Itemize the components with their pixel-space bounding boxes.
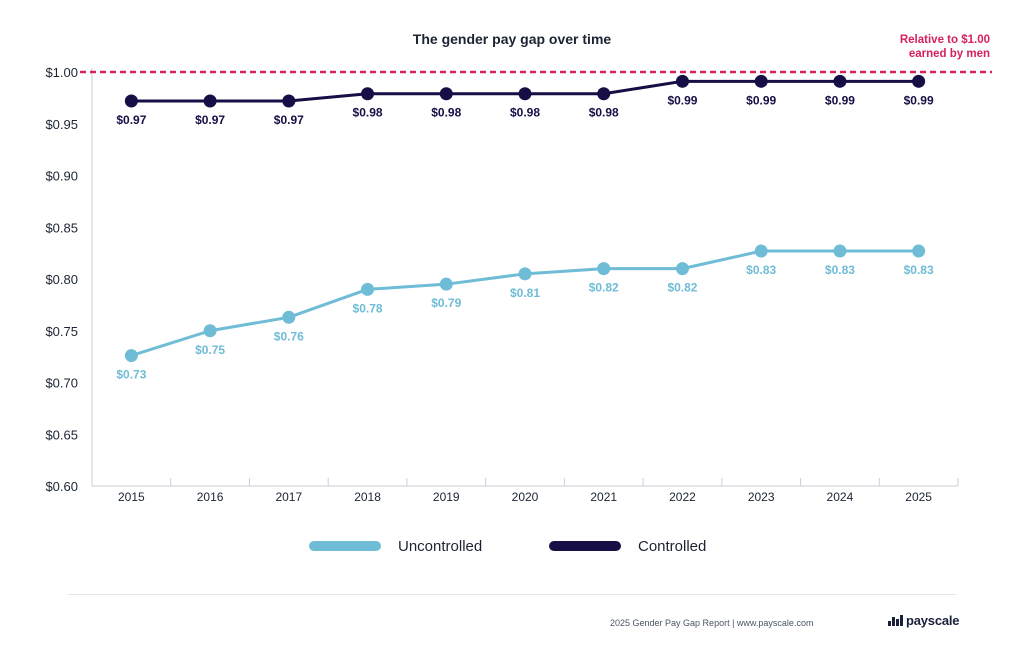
data-label: $0.97 <box>116 113 146 127</box>
data-label: $0.97 <box>274 113 304 127</box>
data-label: $0.83 <box>904 263 934 277</box>
data-point <box>912 74 926 88</box>
data-point <box>361 87 375 101</box>
data-point <box>597 87 611 101</box>
data-label: $0.82 <box>667 281 697 295</box>
data-point <box>597 262 611 276</box>
data-label: $0.83 <box>825 263 855 277</box>
x-tick-label: 2018 <box>354 490 381 504</box>
x-tick-label: 2022 <box>669 490 696 504</box>
x-tick-label: 2015 <box>118 490 145 504</box>
data-label: $0.73 <box>116 368 146 382</box>
footer-source[interactable]: 2025 Gender Pay Gap Report | www.payscal… <box>610 618 814 628</box>
chart-title: The gender pay gap over time <box>413 31 612 47</box>
brand-name: payscale <box>906 613 960 628</box>
y-tick-label: $0.90 <box>45 169 78 184</box>
data-label: $0.98 <box>510 106 540 120</box>
data-label: $0.98 <box>589 106 619 120</box>
data-point <box>282 94 296 108</box>
data-point <box>833 244 847 258</box>
data-label: $0.83 <box>746 263 776 277</box>
data-label: $0.82 <box>589 281 619 295</box>
legend-label: Uncontrolled <box>398 538 482 555</box>
data-point <box>439 277 453 291</box>
x-tick-label: 2019 <box>433 490 460 504</box>
y-tick-label: $0.75 <box>45 324 78 339</box>
data-label: $0.98 <box>431 106 461 120</box>
y-tick-label: $0.65 <box>45 427 78 442</box>
data-label: $0.99 <box>667 93 697 107</box>
data-label: $0.97 <box>195 113 225 127</box>
series-line <box>130 249 919 358</box>
axes-group: 2015 2016 2017 2018 2019 2020 2021 2022 2023 2024… <box>45 65 959 504</box>
y-tick-label: $0.70 <box>45 376 78 391</box>
data-point <box>282 310 296 324</box>
x-tick-label: 2016 <box>197 490 224 504</box>
series-group: $0.73 $0.75 $0.76 $0.78 $0.79 $0.81 $0.82 $0.82… <box>116 74 934 382</box>
data-point <box>754 74 768 88</box>
data-point <box>754 244 768 258</box>
payscale-logo-icon <box>888 615 903 626</box>
data-point <box>675 74 689 88</box>
x-tick-label: 2023 <box>748 490 775 504</box>
reference-label-line2: earned by men <box>909 48 990 60</box>
x-tick-label: 2020 <box>512 490 539 504</box>
data-point <box>912 244 926 258</box>
data-point <box>361 282 375 296</box>
data-point <box>203 94 217 108</box>
x-tick-label: 2021 <box>590 490 617 504</box>
data-point <box>833 74 847 88</box>
reference-label-line1: Relative to $1.00 <box>900 34 990 46</box>
y-tick-label: $0.95 <box>45 117 78 132</box>
legend-label: Controlled <box>638 538 706 555</box>
data-label: $0.81 <box>510 286 540 300</box>
data-point <box>124 94 138 108</box>
data-point <box>203 324 217 338</box>
y-tick-label: $1.00 <box>45 65 78 80</box>
data-label: $0.99 <box>904 93 934 107</box>
series-controlled: $0.97 $0.97 $0.97 $0.98 $0.98 $0.98 $0.98 $0.99… <box>116 74 934 127</box>
data-point <box>518 267 532 281</box>
data-label: $0.99 <box>825 93 855 107</box>
data-label: $0.75 <box>195 343 225 357</box>
data-point <box>518 87 532 101</box>
x-tick-label: 2025 <box>905 490 932 504</box>
series-uncontrolled: $0.73 $0.75 $0.76 $0.78 $0.79 $0.81 $0.82 $0.82… <box>116 244 934 382</box>
data-point <box>675 262 689 276</box>
y-tick-label: $0.60 <box>45 479 78 494</box>
line-chart: The gender pay gap over time Relative to… <box>45 31 992 555</box>
data-label: $0.79 <box>431 296 461 310</box>
y-tick-label: $0.80 <box>45 272 78 287</box>
x-tick-label: 2024 <box>827 490 854 504</box>
footer-divider <box>68 594 956 595</box>
data-label: $0.98 <box>353 106 383 120</box>
data-label: $0.78 <box>353 301 383 315</box>
data-label: $0.76 <box>274 329 304 343</box>
data-point <box>439 87 453 101</box>
data-label: $0.99 <box>746 93 776 107</box>
x-tick-label: 2017 <box>275 490 302 504</box>
data-point <box>124 349 138 363</box>
brand-logo[interactable]: payscale <box>888 613 960 628</box>
legend: Uncontrolled Controlled <box>309 538 706 555</box>
y-tick-label: $0.85 <box>45 220 78 235</box>
